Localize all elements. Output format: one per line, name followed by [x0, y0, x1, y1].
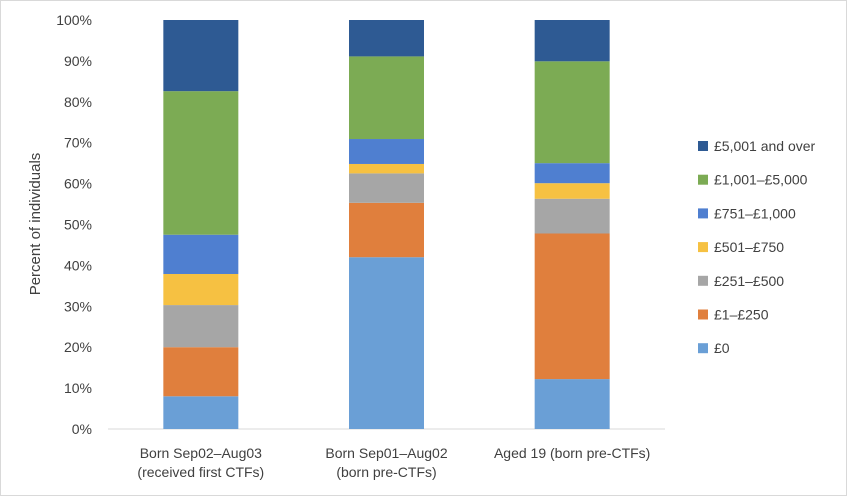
legend-swatch: [698, 208, 708, 219]
bars: [163, 20, 610, 429]
y-tick-labels: 0% 10% 20% 30% 40% 50% 60% 70% 80% 90% 100%: [56, 12, 92, 437]
bar-segment: [534, 183, 610, 199]
y-tick-label: 90%: [64, 53, 92, 69]
x-tick-label: Born Sep01–Aug02: [325, 445, 447, 461]
legend-swatch: [698, 141, 708, 151]
y-tick-label: 80%: [64, 94, 92, 110]
y-tick-label: 0%: [72, 421, 92, 437]
x-tick-labels: Born Sep02–Aug03 (received first CTFs) Bor…: [137, 445, 650, 480]
x-tick-label: (born pre-CTFs): [336, 464, 436, 480]
bar-segment: [534, 379, 610, 429]
bar-segment: [534, 61, 610, 164]
legend-label: £1–£250: [714, 307, 769, 323]
legend-swatch: [698, 343, 708, 354]
y-axis-label: Percent of individuals: [27, 153, 44, 296]
y-tick-label: 60%: [64, 176, 92, 192]
legend-swatch: [698, 242, 708, 253]
bar-segment: [534, 198, 610, 234]
bar-segment: [349, 56, 424, 140]
bar-segment: [349, 139, 424, 164]
bar-segment: [163, 234, 239, 274]
bar-segment: [534, 163, 610, 184]
legend-swatch: [698, 309, 708, 320]
bar-segment: [163, 347, 239, 397]
legend-label: £0: [714, 340, 730, 356]
legend-swatch: [698, 174, 708, 185]
legend-swatch: [698, 275, 708, 286]
bar-segment: [349, 20, 424, 57]
bar-segment: [163, 91, 239, 235]
legend-label: £501–£750: [714, 239, 784, 255]
legend-label: £251–£500: [714, 273, 784, 289]
y-tick-label: 100%: [56, 12, 92, 28]
bar-segment: [163, 20, 239, 92]
bar-segment: [163, 396, 239, 429]
bar-segment: [534, 233, 610, 380]
x-tick-label: (received first CTFs): [137, 464, 264, 480]
y-tick-label: 40%: [64, 257, 92, 273]
legend-label: £1,001–£5,000: [714, 172, 808, 188]
y-tick-label: 30%: [64, 298, 92, 314]
legend-label: £751–£1,000: [714, 205, 796, 221]
bar-segment: [163, 305, 239, 348]
bar-segment: [349, 173, 424, 203]
bar-segment: [349, 163, 424, 174]
x-tick-label: Born Sep02–Aug03: [140, 445, 262, 461]
legend: £5,001 and over £1,001–£5,000 £751–£1,000 £…: [698, 138, 816, 356]
legend-label: £5,001 and over: [714, 138, 816, 154]
bar-segment: [349, 202, 424, 258]
bar-segment: [534, 20, 610, 62]
bar-segment: [349, 257, 424, 429]
y-tick-label: 10%: [64, 380, 92, 396]
y-tick-label: 50%: [64, 217, 92, 233]
y-tick-label: 20%: [64, 339, 92, 355]
x-tick-label: Aged 19 (born pre-CTFs): [494, 445, 650, 461]
bar-segment: [163, 273, 239, 306]
y-tick-label: 70%: [64, 135, 92, 151]
